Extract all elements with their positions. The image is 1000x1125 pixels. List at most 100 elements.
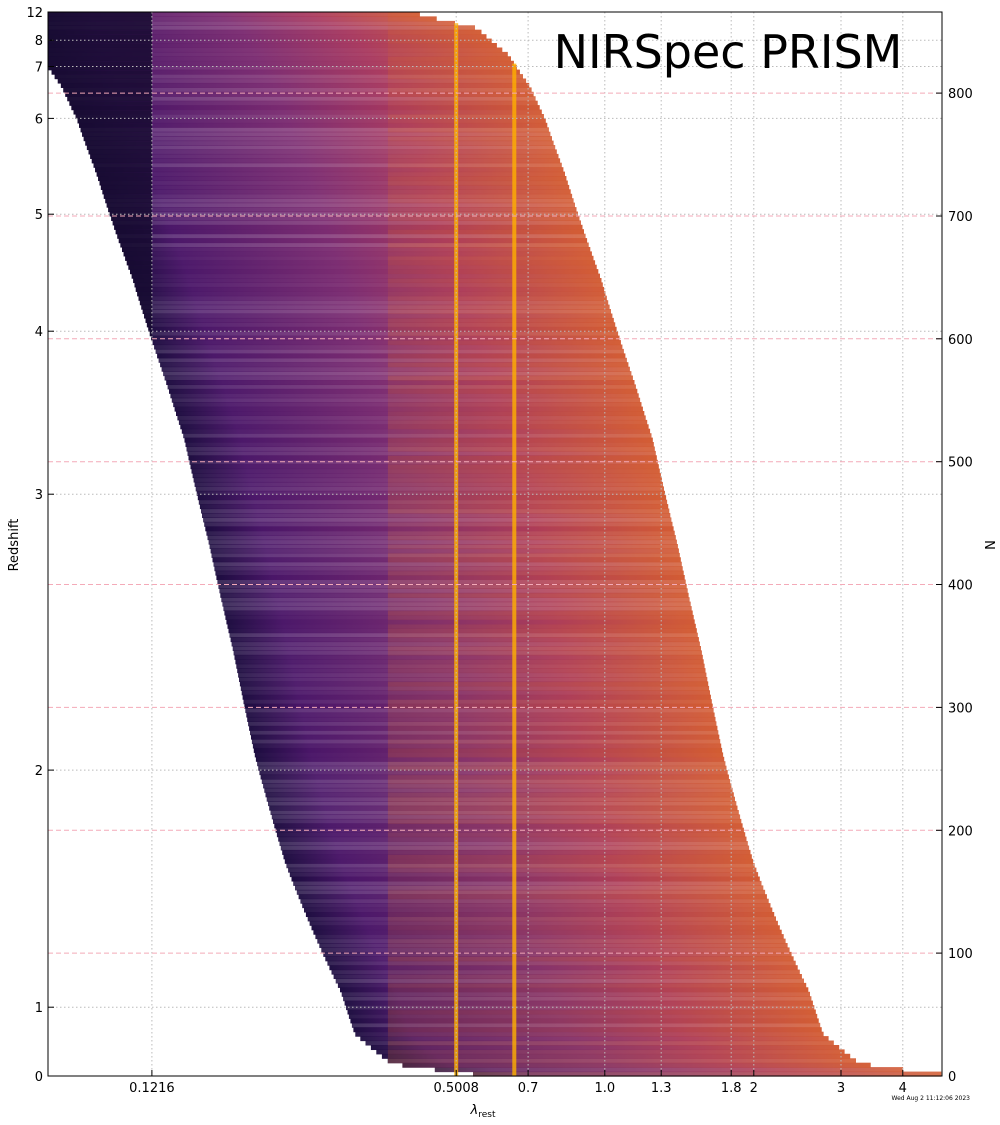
spectrum-row [105, 198, 574, 204]
spectrum-row [291, 876, 760, 882]
spectrum-row [123, 251, 592, 257]
balmer-continuum-region [387, 1036, 829, 1042]
balmer-continuum-region [387, 570, 684, 576]
lyman-break-region [125, 255, 152, 261]
balmer-continuum-region [387, 140, 554, 146]
balmer-continuum-region [387, 47, 503, 53]
balmer-continuum-region [387, 87, 532, 93]
spectrum-row [161, 366, 630, 372]
x-axis: 0.1216 0.5008 0.7 1.0 1.3 1.8 2 3 4 [129, 1070, 907, 1096]
spectrum-row [48, 43, 497, 49]
spectrum-row [144, 313, 613, 319]
spectrum-row [157, 353, 626, 359]
y-right-tick-label: 100 [948, 947, 973, 962]
lyman-break-region [142, 309, 152, 315]
spectrum-row [283, 854, 752, 860]
lyman-break-region [96, 171, 152, 177]
spectrum-row [57, 78, 527, 84]
spectrum-row [63, 87, 532, 93]
balmer-continuum-region [387, 827, 744, 833]
balmer-continuum-region [387, 898, 769, 904]
balmer-continuum-region [387, 375, 633, 381]
spectrum-row [325, 956, 794, 962]
balmer-continuum-region [387, 552, 680, 558]
balmer-continuum-region [387, 495, 667, 501]
spectrum-row [191, 468, 660, 474]
spectrum-row [473, 1071, 942, 1077]
balmer-continuum-region [387, 685, 709, 691]
balmer-continuum-region [387, 579, 686, 585]
lyman-break-region [148, 326, 152, 332]
balmer-continuum-region [387, 987, 809, 993]
spectrum-row [48, 51, 508, 57]
balmer-continuum-region [387, 947, 790, 953]
balmer-continuum-region [387, 761, 726, 767]
spectrum-row [108, 207, 577, 213]
spectrum-row [240, 685, 710, 691]
spectrum-row [167, 384, 636, 390]
balmer-continuum-region [387, 863, 755, 869]
balmer-continuum-region [387, 978, 804, 984]
balmer-continuum-region [387, 792, 734, 798]
balmer-continuum-region [387, 606, 692, 612]
lyman-break-region [126, 260, 152, 266]
balmer-continuum-region [387, 60, 514, 66]
balmer-continuum-region [387, 309, 611, 315]
spectrum-row [343, 996, 812, 1002]
balmer-continuum-region [387, 637, 699, 643]
balmer-continuum-region [387, 920, 778, 926]
balmer-continuum-region [387, 136, 552, 142]
spectrum-row [138, 295, 607, 301]
balmer-continuum-region [387, 965, 798, 971]
spectrum-row [315, 934, 784, 940]
spectrum-row [75, 114, 544, 120]
balmer-continuum-region [387, 481, 663, 487]
lyman-break-region [48, 29, 152, 35]
balmer-continuum-region [387, 654, 703, 660]
balmer-continuum-region [387, 867, 757, 873]
spectra-heatmap [48, 12, 942, 1077]
spectrum-row [201, 508, 670, 514]
spectrum-row [135, 286, 605, 292]
spectrum-row [282, 849, 751, 855]
spectrum-row [243, 699, 712, 705]
spectrum-row [293, 880, 762, 886]
balmer-continuum-region [387, 960, 796, 966]
balmer-continuum-region [387, 43, 497, 49]
lyman-break-region [48, 12, 152, 18]
lyman-break-region [137, 291, 152, 297]
balmer-continuum-region [387, 650, 702, 656]
lyman-break-region [115, 229, 152, 235]
balmer-continuum-region [387, 841, 748, 847]
balmer-continuum-region [387, 269, 599, 275]
spectrum-row [184, 437, 653, 443]
balmer-continuum-region [387, 721, 717, 727]
balmer-continuum-region [387, 286, 605, 292]
spectrum-row [102, 189, 571, 195]
spectrum-row [227, 623, 696, 629]
lyman-break-region [138, 295, 152, 301]
spectrum-row [434, 1067, 904, 1073]
balmer-continuum-region [387, 1009, 816, 1015]
spectrum-row [288, 867, 757, 873]
spectrum-row [99, 180, 568, 186]
spectrum-row [231, 641, 700, 647]
balmer-continuum-region [387, 158, 561, 164]
balmer-continuum-region [387, 659, 704, 665]
lyman-break-region [141, 304, 152, 310]
spectrum-row [229, 632, 698, 638]
spectrum-row [304, 907, 773, 913]
spectrum-row [261, 779, 731, 785]
balmer-continuum-region [387, 774, 729, 780]
balmer-continuum-region [387, 641, 700, 647]
lyman-break-region [48, 56, 152, 62]
x-axis-label-main: λ [470, 1103, 479, 1118]
lyman-break-region [73, 109, 152, 115]
balmer-continuum-region [387, 739, 721, 745]
spectrum-row [248, 721, 717, 727]
balmer-continuum-region [387, 1022, 821, 1028]
spectrum-row [77, 118, 546, 124]
lyman-break-region [134, 282, 152, 288]
spectrum-row [139, 300, 609, 306]
spectrum-row [319, 943, 788, 949]
